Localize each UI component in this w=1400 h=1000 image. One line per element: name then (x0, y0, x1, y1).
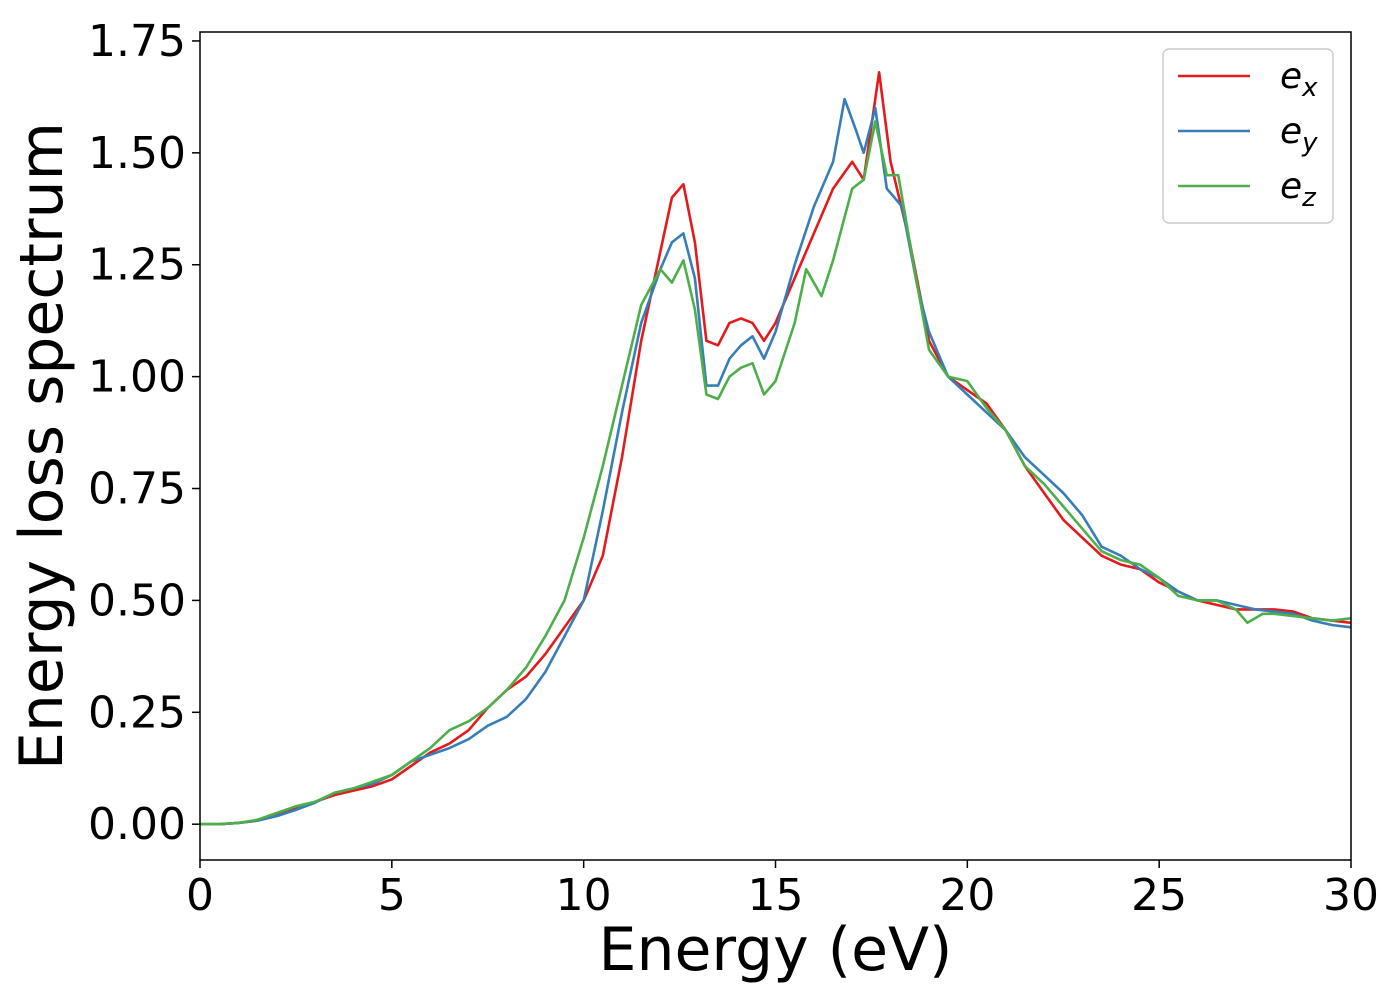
x-tick-label: 25 (1131, 870, 1187, 921)
series-line-z (200, 120, 1351, 826)
y-tick-label: 0.50 (88, 575, 186, 626)
x-axis-label: Energy (eV) (599, 915, 953, 985)
x-tick-label: 0 (186, 870, 214, 921)
y-tick-label: 0.25 (88, 687, 186, 738)
x-tick-label: 5 (378, 870, 406, 921)
y-tick-label: 1.00 (88, 352, 186, 403)
legend: ex ey ez (1162, 48, 1334, 224)
y-tick-label: 0.75 (88, 464, 186, 515)
y-tick-label: 1.50 (88, 128, 186, 179)
x-tick-label: 10 (556, 870, 612, 921)
y-axis: 0.00 0.25 0.50 0.75 1.00 1.25 1.50 1.75 (88, 16, 200, 850)
x-tick-label: 20 (939, 870, 995, 921)
legend-label-x: ex (1280, 56, 1318, 103)
x-axis: 0 5 10 15 20 25 30 (186, 860, 1379, 921)
series-layer (200, 71, 1351, 826)
y-tick-label: 1.25 (88, 240, 186, 291)
x-tick-label: 15 (748, 870, 804, 921)
legend-box (1162, 48, 1334, 224)
y-axis-label: Energy loss spectrum (7, 122, 77, 770)
legend-label-y: ey (1280, 111, 1318, 158)
y-tick-label: 0.00 (88, 799, 186, 850)
legend-label-z: ez (1280, 166, 1317, 213)
x-tick-label: 30 (1323, 870, 1379, 921)
y-tick-label: 1.75 (88, 16, 186, 67)
